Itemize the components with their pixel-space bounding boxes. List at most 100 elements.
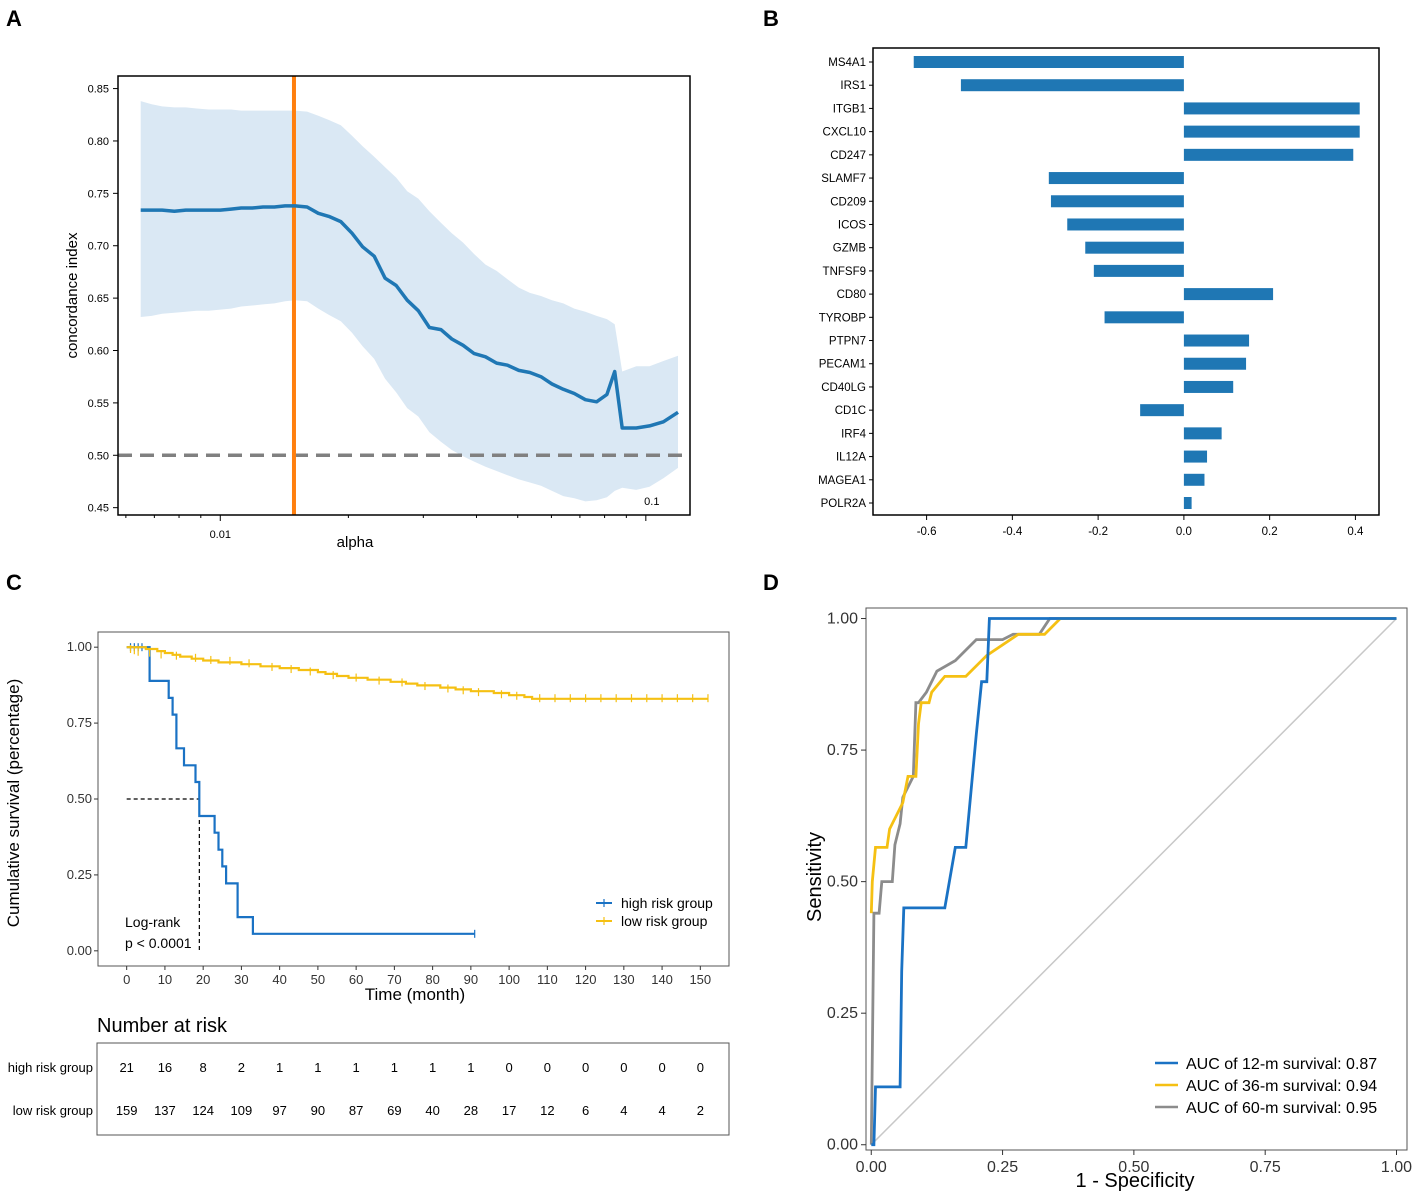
p-value-label: p < 0.0001 [125,935,192,951]
risk-cell: 0 [620,1060,627,1075]
risk-cell: 4 [658,1103,665,1118]
x-tick-label: -0.4 [1002,526,1022,538]
risk-cell: 109 [231,1103,253,1118]
y-tick-label: 0.75 [827,742,858,759]
y-axis-label: Cumulative survival (percentage) [4,679,23,928]
x-tick-label: 0.4 [1347,526,1364,538]
risk-cell: 1 [314,1060,321,1075]
x-tick-label: 80 [425,972,439,987]
log-rank-label: Log-rank [125,914,181,930]
bar [1183,125,1360,138]
risk-cell: 28 [464,1103,478,1118]
y-tick-label: 1.00 [67,639,92,654]
bar [1048,172,1184,185]
y-tick-label: 0.25 [67,867,92,882]
legend-label: AUC of 36-m survival: 0.94 [1186,1078,1377,1095]
x-tick-label: 50 [311,972,325,987]
bar [1183,450,1208,463]
bar [1183,357,1247,370]
bar [1183,288,1274,301]
risk-row-label: low risk group [13,1103,93,1118]
x-tick-label: 130 [613,972,635,987]
category-label: POLR2A [821,498,867,510]
panel-d-chart: 0.00 0.25 0.50 0.75 1.00 0.00 0.25 0.50 0.75 1.00… [804,607,1412,1192]
x-tick-label: 0.50 [1118,1159,1149,1176]
x-tick-label: -0.6 [917,526,937,538]
bar [1140,404,1184,417]
risk-cell: 1 [353,1060,360,1075]
risk-cell: 90 [311,1103,325,1118]
panel-c-chart: 0 10 20 30 40 50 60 70 80 90 100 110 120 130 140 1500.0… [4,631,730,1136]
x-tick-label: 120 [575,972,597,987]
category-label: CD80 [837,289,866,301]
x-tick-label: 100 [498,972,520,987]
risk-cell: 69 [387,1103,401,1118]
y-tick-label: 0.50 [67,791,92,806]
y-tick-label: 0.50 [88,450,109,462]
mean-line [140,204,679,430]
legend-label: high risk group [621,895,713,911]
panel-a-chart: 0.45 0.50 0.55 0.60 0.65 0.70 0.75 0.80 0.85 0.01… [64,75,691,551]
category-label: MAGEA1 [818,475,866,487]
category-label: CD209 [830,196,866,208]
panel-label-b: B [763,6,779,31]
risk-cell: 8 [200,1060,207,1075]
risk-cell: 159 [116,1103,138,1118]
bar [913,56,1184,68]
y-tick-label: 0.65 [88,293,109,305]
risk-cell: 124 [192,1103,214,1118]
category-label: CXCL10 [823,127,866,139]
category-label: PECAM1 [819,359,866,371]
risk-cell: 4 [620,1103,627,1118]
x-tick-label: 0.25 [987,1159,1018,1176]
x-tick-label: 60 [349,972,363,987]
x-tick-label: 0.0 [1176,526,1192,538]
axes-frame [97,631,730,967]
risk-cell: 1 [391,1060,398,1075]
bar [960,79,1184,92]
risk-cell: 12 [540,1103,554,1118]
bar [1183,473,1205,486]
x-axis-label: 1 - Specificity [1076,1170,1195,1192]
axes-frame [872,47,1380,516]
risk-cell: 0 [544,1060,551,1075]
category-label: IL12A [836,452,866,464]
risk-cell: 17 [502,1103,516,1118]
y-tick-label: 0.00 [827,1137,858,1154]
category-label: CD40LG [821,382,866,394]
risk-cell: 2 [697,1103,704,1118]
diagonal-line [870,617,1398,1146]
risk-cell: 1 [467,1060,474,1075]
category-label: TYROBP [819,312,867,324]
risk-cell: 0 [582,1060,589,1075]
bar [1183,102,1360,115]
bar [1183,497,1192,509]
risk-table-frame [96,1042,730,1136]
roc-curve [871,617,1397,1147]
risk-cell: 1 [276,1060,283,1075]
y-tick-label: 0.55 [88,398,109,410]
y-tick-label: 1.00 [827,611,858,628]
x-tick-label: 0.01 [210,529,231,541]
y-tick-label: 0.60 [88,346,109,358]
risk-cell: 0 [658,1060,665,1075]
category-label: MS4A1 [828,57,866,69]
risk-cell: 21 [119,1060,133,1075]
y-tick-label: 0.70 [88,241,109,253]
risk-cell: 0 [697,1060,704,1075]
bar [1085,241,1184,254]
x-tick-label: 150 [689,972,711,987]
risk-cell: 137 [154,1103,176,1118]
legend-label: low risk group [621,913,708,929]
panel-label-c: C [6,570,22,595]
risk-cell: 16 [158,1060,172,1075]
bar [1183,427,1222,440]
x-tick-label: 70 [387,972,401,987]
y-tick-label: 0.75 [67,715,92,730]
category-label: ITGB1 [833,103,866,115]
y-tick-label: 0.45 [88,503,109,515]
x-axis-label: alpha [337,534,374,551]
bar [1093,264,1184,277]
category-label: CD1C [835,405,866,417]
risk-cell: 1 [429,1060,436,1075]
